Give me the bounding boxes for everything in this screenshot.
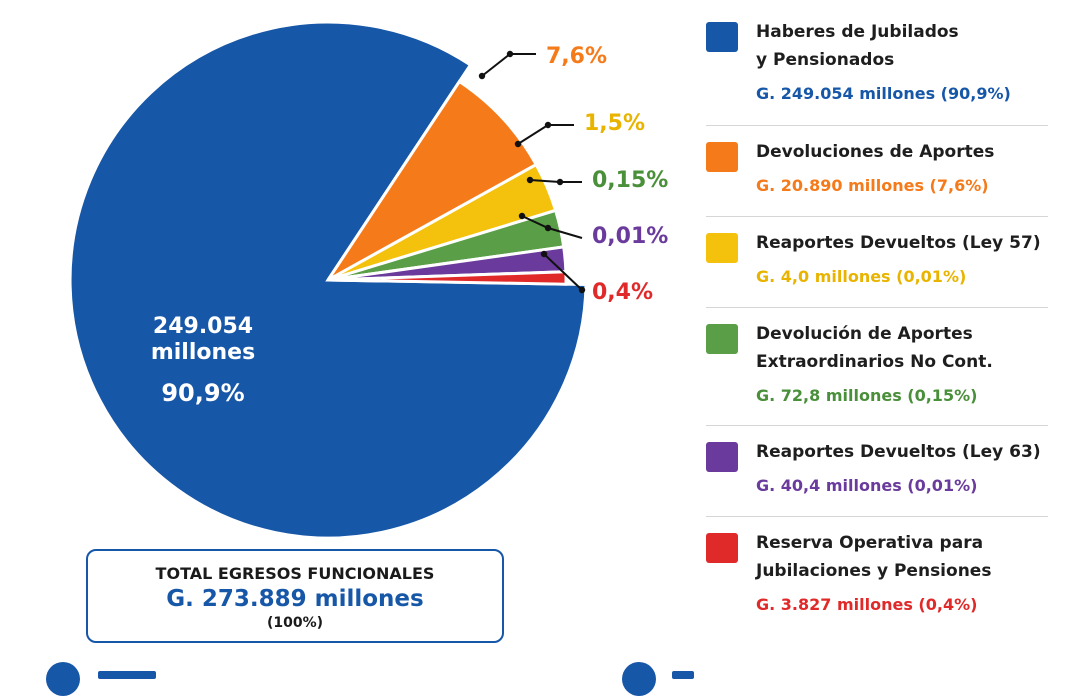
main-slice-amount: 249.054 (152, 314, 254, 339)
legend-value: G. 20.890 millones (7,6%) (756, 176, 989, 195)
legend-name: Reaportes Devueltos (Ley 63) (756, 442, 1041, 462)
legend-item: Haberes de Jubilados y Pensionados G. 249.… (706, 18, 1048, 126)
leader-dot (544, 121, 552, 129)
leader-dot (478, 72, 486, 80)
legend-item: Reaportes Devueltos (Ley 63) G. 40,4 mill… (706, 426, 1048, 517)
legend-value: G. 249.054 millones (90,9%) (756, 84, 1011, 103)
legend-swatch (706, 233, 738, 263)
slice-percent-label: 0,15% (592, 168, 669, 193)
leader-dot (518, 212, 526, 220)
legend-name: Extraordinarios No Cont. (756, 352, 993, 372)
main-slice-label: 249.054 millones 90,9% (118, 314, 288, 408)
slice-percent-label: 0,4% (592, 280, 654, 305)
legend-name: Reaportes Devueltos (Ley 57) (756, 233, 1041, 253)
leader-dot (540, 250, 548, 258)
legend-name: Jubilaciones y Pensiones (756, 561, 992, 581)
footer-bar (672, 671, 694, 679)
total-percent: (100%) (266, 615, 324, 631)
main-slice-percent: 90,9% (161, 378, 245, 407)
total-box: TOTAL EGRESOS FUNCIONALES G. 273.889 mil… (86, 549, 504, 643)
leader-dot (544, 224, 552, 232)
slice-percent-label: 0,01% (592, 224, 669, 249)
total-title: TOTAL EGRESOS FUNCIONALES (155, 564, 435, 583)
pie-chart (68, 20, 588, 540)
legend-swatch (706, 533, 738, 563)
legend-item: Devoluciones de Aportes G. 20.890 millone… (706, 126, 1048, 217)
pie-slice (326, 79, 539, 282)
leader-dot (514, 140, 522, 148)
legend-swatch (706, 324, 738, 354)
legend-value: G. 72,8 millones (0,15%) (756, 386, 978, 405)
legend-name: Reserva Operativa para (756, 533, 984, 553)
legend-value: G. 40,4 millones (0,01%) (756, 476, 978, 495)
leader-dot (578, 286, 586, 294)
legend-swatch (706, 22, 738, 52)
main-slice-unit: millones (150, 340, 256, 366)
legend-item: Devolución de Aportes Extraordinarios No … (706, 308, 1048, 426)
slice-percent-label: 7,6% (546, 44, 608, 69)
footer-circle-icon (622, 662, 656, 696)
slice-percent-label: 1,5% (584, 111, 646, 136)
legend: Haberes de Jubilados y Pensionados G. 249.… (706, 18, 1048, 629)
legend-name: y Pensionados (756, 50, 895, 70)
legend-name: Devolución de Aportes (756, 324, 973, 344)
legend-name: Devoluciones de Aportes (756, 142, 995, 162)
leader-line (543, 253, 583, 291)
footer-bar (98, 671, 156, 679)
legend-value: G. 3.827 millones (0,4%) (756, 595, 978, 614)
legend-name: Haberes de Jubilados (756, 22, 959, 42)
leader-line (481, 53, 536, 77)
legend-item: Reserva Operativa para Jubilaciones y Pen… (706, 517, 1048, 629)
legend-item: Reaportes Devueltos (Ley 57) G. 4,0 millo… (706, 217, 1048, 308)
leader-dot (506, 50, 514, 58)
leader-dot (526, 176, 534, 184)
leader-line (517, 124, 574, 145)
pie-slice (327, 270, 568, 286)
footer-circle-icon (46, 662, 80, 696)
total-value: G. 273.889 millones (166, 586, 424, 612)
legend-swatch (706, 142, 738, 172)
leader-dot (556, 178, 564, 186)
legend-swatch (706, 442, 738, 472)
legend-value: G. 4,0 millones (0,01%) (756, 267, 967, 286)
